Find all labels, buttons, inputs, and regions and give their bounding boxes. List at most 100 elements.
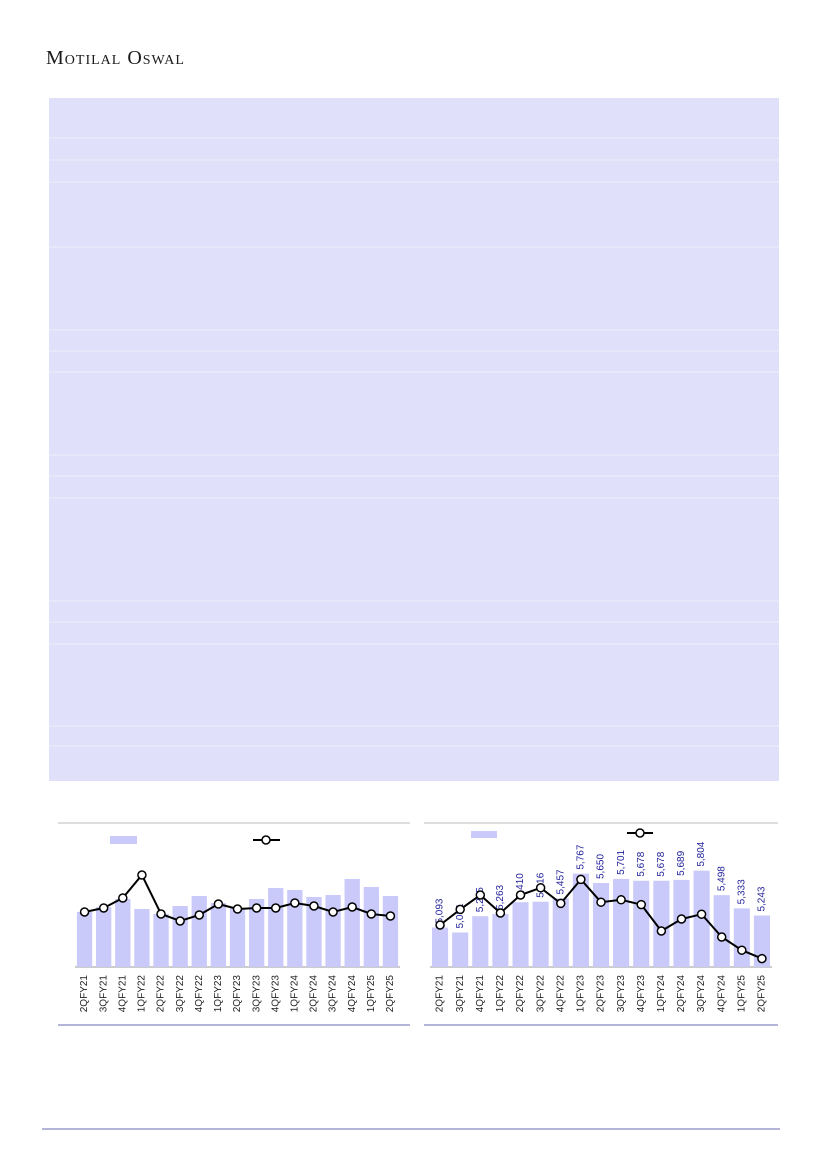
data-label: 5,031 bbox=[455, 903, 466, 928]
data-label: 5,767 bbox=[576, 844, 587, 869]
x-tick-label: 4QFY24 bbox=[347, 975, 358, 1013]
bar bbox=[363, 887, 379, 967]
data-label: 5,457 bbox=[555, 869, 566, 894]
table-background bbox=[49, 98, 779, 781]
line-marker bbox=[290, 898, 300, 908]
bar bbox=[432, 927, 449, 967]
line-marker bbox=[515, 890, 526, 900]
data-label: 5,333 bbox=[736, 879, 747, 904]
line-marker bbox=[118, 893, 128, 903]
data-label: 5,498 bbox=[716, 866, 727, 891]
line-marker bbox=[576, 874, 586, 885]
x-tick-label: 3QFY23 bbox=[616, 975, 627, 1013]
bar bbox=[134, 909, 150, 967]
bar bbox=[633, 880, 650, 967]
x-tick-label: 2QFY22 bbox=[515, 975, 526, 1013]
line-marker bbox=[757, 953, 767, 964]
x-tick-label: 2QFY23 bbox=[232, 975, 243, 1013]
bar bbox=[229, 908, 246, 967]
line-marker bbox=[535, 883, 546, 893]
x-tick-label: 4QFY23 bbox=[636, 975, 647, 1013]
line-marker bbox=[737, 945, 747, 955]
x-tick-label: 1QFY22 bbox=[137, 975, 148, 1013]
x-tick-label: 4QFY22 bbox=[555, 975, 566, 1013]
bar bbox=[96, 907, 112, 967]
bar bbox=[153, 914, 169, 967]
bar bbox=[713, 895, 730, 967]
bar bbox=[325, 895, 341, 967]
x-tick-label: 3QFY23 bbox=[251, 975, 262, 1013]
x-tick-label: 4QFY23 bbox=[270, 975, 281, 1013]
bar bbox=[191, 896, 207, 967]
x-tick-label: 3QFY22 bbox=[535, 975, 546, 1013]
x-tick-label: 3QFY21 bbox=[455, 975, 466, 1013]
line-marker bbox=[328, 907, 338, 917]
data-label: 5,804 bbox=[696, 841, 707, 866]
data-label: 5,678 bbox=[636, 851, 647, 876]
x-tick-label: 3QFY24 bbox=[696, 975, 707, 1013]
bar bbox=[268, 888, 284, 967]
line-marker bbox=[455, 904, 465, 915]
table-rules bbox=[49, 137, 779, 747]
line-marker bbox=[194, 910, 205, 920]
data-label: 5,678 bbox=[656, 851, 667, 876]
data-label: 5,701 bbox=[616, 849, 627, 874]
data-label: 5,689 bbox=[676, 850, 687, 875]
bar bbox=[613, 878, 630, 967]
data-label: 5,263 bbox=[495, 884, 506, 909]
bar bbox=[172, 906, 188, 967]
x-tick-label: 2QFY21 bbox=[79, 975, 90, 1013]
line-marker bbox=[696, 909, 707, 919]
line-marker bbox=[270, 903, 281, 913]
bar bbox=[492, 913, 509, 967]
bar bbox=[287, 890, 303, 967]
line-marker bbox=[213, 899, 224, 909]
bar bbox=[382, 896, 399, 967]
line-marker bbox=[347, 902, 357, 912]
x-tick-label: 1QFY22 bbox=[495, 975, 506, 1013]
bar bbox=[452, 932, 469, 967]
legends bbox=[110, 828, 653, 845]
bar bbox=[733, 908, 750, 967]
bar bbox=[552, 898, 569, 967]
x-tick-label: 4QFY21 bbox=[475, 975, 486, 1013]
line-marker bbox=[98, 903, 109, 913]
line-marker bbox=[366, 909, 377, 919]
x-tick-label: 1QFY24 bbox=[289, 975, 300, 1013]
line-marker bbox=[251, 903, 262, 913]
bar bbox=[472, 916, 489, 967]
bar bbox=[753, 915, 770, 967]
line-marker bbox=[656, 926, 667, 936]
line-marker bbox=[385, 911, 396, 921]
line-marker bbox=[716, 932, 727, 942]
x-tick-label: 1QFY25 bbox=[366, 975, 377, 1013]
bar bbox=[572, 873, 589, 967]
x-tick-label: 2QFY25 bbox=[757, 975, 768, 1013]
line-marker bbox=[309, 901, 319, 911]
bar bbox=[210, 903, 227, 967]
data-label: 5,410 bbox=[515, 873, 526, 898]
line-marker bbox=[435, 920, 445, 930]
line-marker bbox=[232, 904, 243, 914]
x-tick-label: 4QFY22 bbox=[194, 975, 205, 1013]
line-marker bbox=[636, 899, 646, 910]
x-tick-label: 2QFY23 bbox=[596, 975, 607, 1013]
x-tick-label: 2QFY21 bbox=[435, 975, 446, 1013]
line-marker bbox=[676, 914, 687, 924]
x-tick-label: 3QFY21 bbox=[98, 975, 109, 1013]
x-tick-label: 1QFY23 bbox=[576, 975, 587, 1013]
line-marker bbox=[616, 895, 626, 905]
bar bbox=[512, 902, 529, 967]
data-label: 5,243 bbox=[757, 886, 768, 911]
x-tick-label: 1QFY23 bbox=[213, 975, 224, 1013]
data-label: 5,093 bbox=[435, 898, 446, 923]
x-tick-label: 4QFY21 bbox=[117, 975, 128, 1013]
brand-title: Motilal Oswal bbox=[46, 47, 185, 69]
line-marker bbox=[137, 870, 147, 880]
line-marker bbox=[156, 909, 166, 919]
x-tick-label: 2QFY22 bbox=[156, 975, 167, 1013]
x-tick-label: 2QFY25 bbox=[385, 975, 396, 1013]
bar bbox=[248, 899, 265, 967]
